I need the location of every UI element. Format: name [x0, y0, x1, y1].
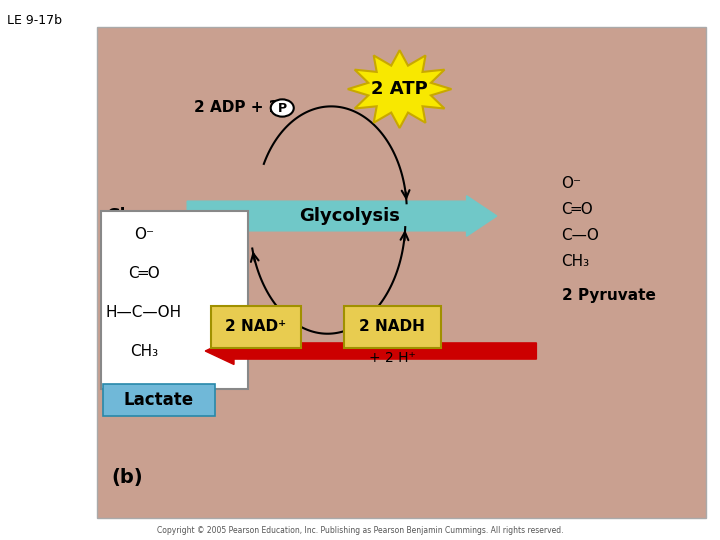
Text: O⁻: O⁻ [562, 176, 582, 191]
Text: Glycolysis: Glycolysis [299, 207, 400, 225]
Text: O⁻: O⁻ [134, 227, 154, 242]
Text: H—C—OH: H—C—OH [106, 305, 182, 320]
Text: 2 NADH: 2 NADH [359, 319, 426, 334]
FancyBboxPatch shape [344, 306, 441, 348]
FancyBboxPatch shape [103, 384, 215, 416]
Text: CH₃: CH₃ [562, 254, 590, 269]
Text: 2 ADP + 2: 2 ADP + 2 [194, 100, 285, 116]
Bar [97, 27, 706, 518]
Text: C═O: C═O [128, 266, 160, 281]
FancyArrow shape [205, 338, 536, 364]
Text: 2 ATP: 2 ATP [372, 80, 428, 98]
Text: 2 NAD⁺: 2 NAD⁺ [225, 319, 286, 334]
Text: LE 9-17b: LE 9-17b [7, 14, 62, 26]
Text: C—O: C—O [562, 228, 600, 243]
Text: P: P [278, 102, 287, 114]
FancyBboxPatch shape [210, 306, 301, 348]
Text: + 2 H⁺: + 2 H⁺ [369, 351, 415, 365]
Text: Lactate: Lactate [124, 391, 194, 409]
Polygon shape [348, 50, 451, 128]
Text: 2 Pyruvate: 2 Pyruvate [562, 288, 655, 302]
Circle shape [271, 99, 294, 117]
Text: C═O: C═O [562, 202, 593, 217]
Text: Copyright © 2005 Pearson Education, Inc. Publishing as Pearson Benjamin Cummings: Copyright © 2005 Pearson Education, Inc.… [157, 526, 563, 535]
Text: (b): (b) [112, 468, 143, 488]
FancyBboxPatch shape [101, 211, 248, 389]
Text: Glucose: Glucose [107, 207, 180, 225]
FancyArrow shape [187, 195, 497, 237]
Text: CH₃: CH₃ [130, 344, 158, 359]
